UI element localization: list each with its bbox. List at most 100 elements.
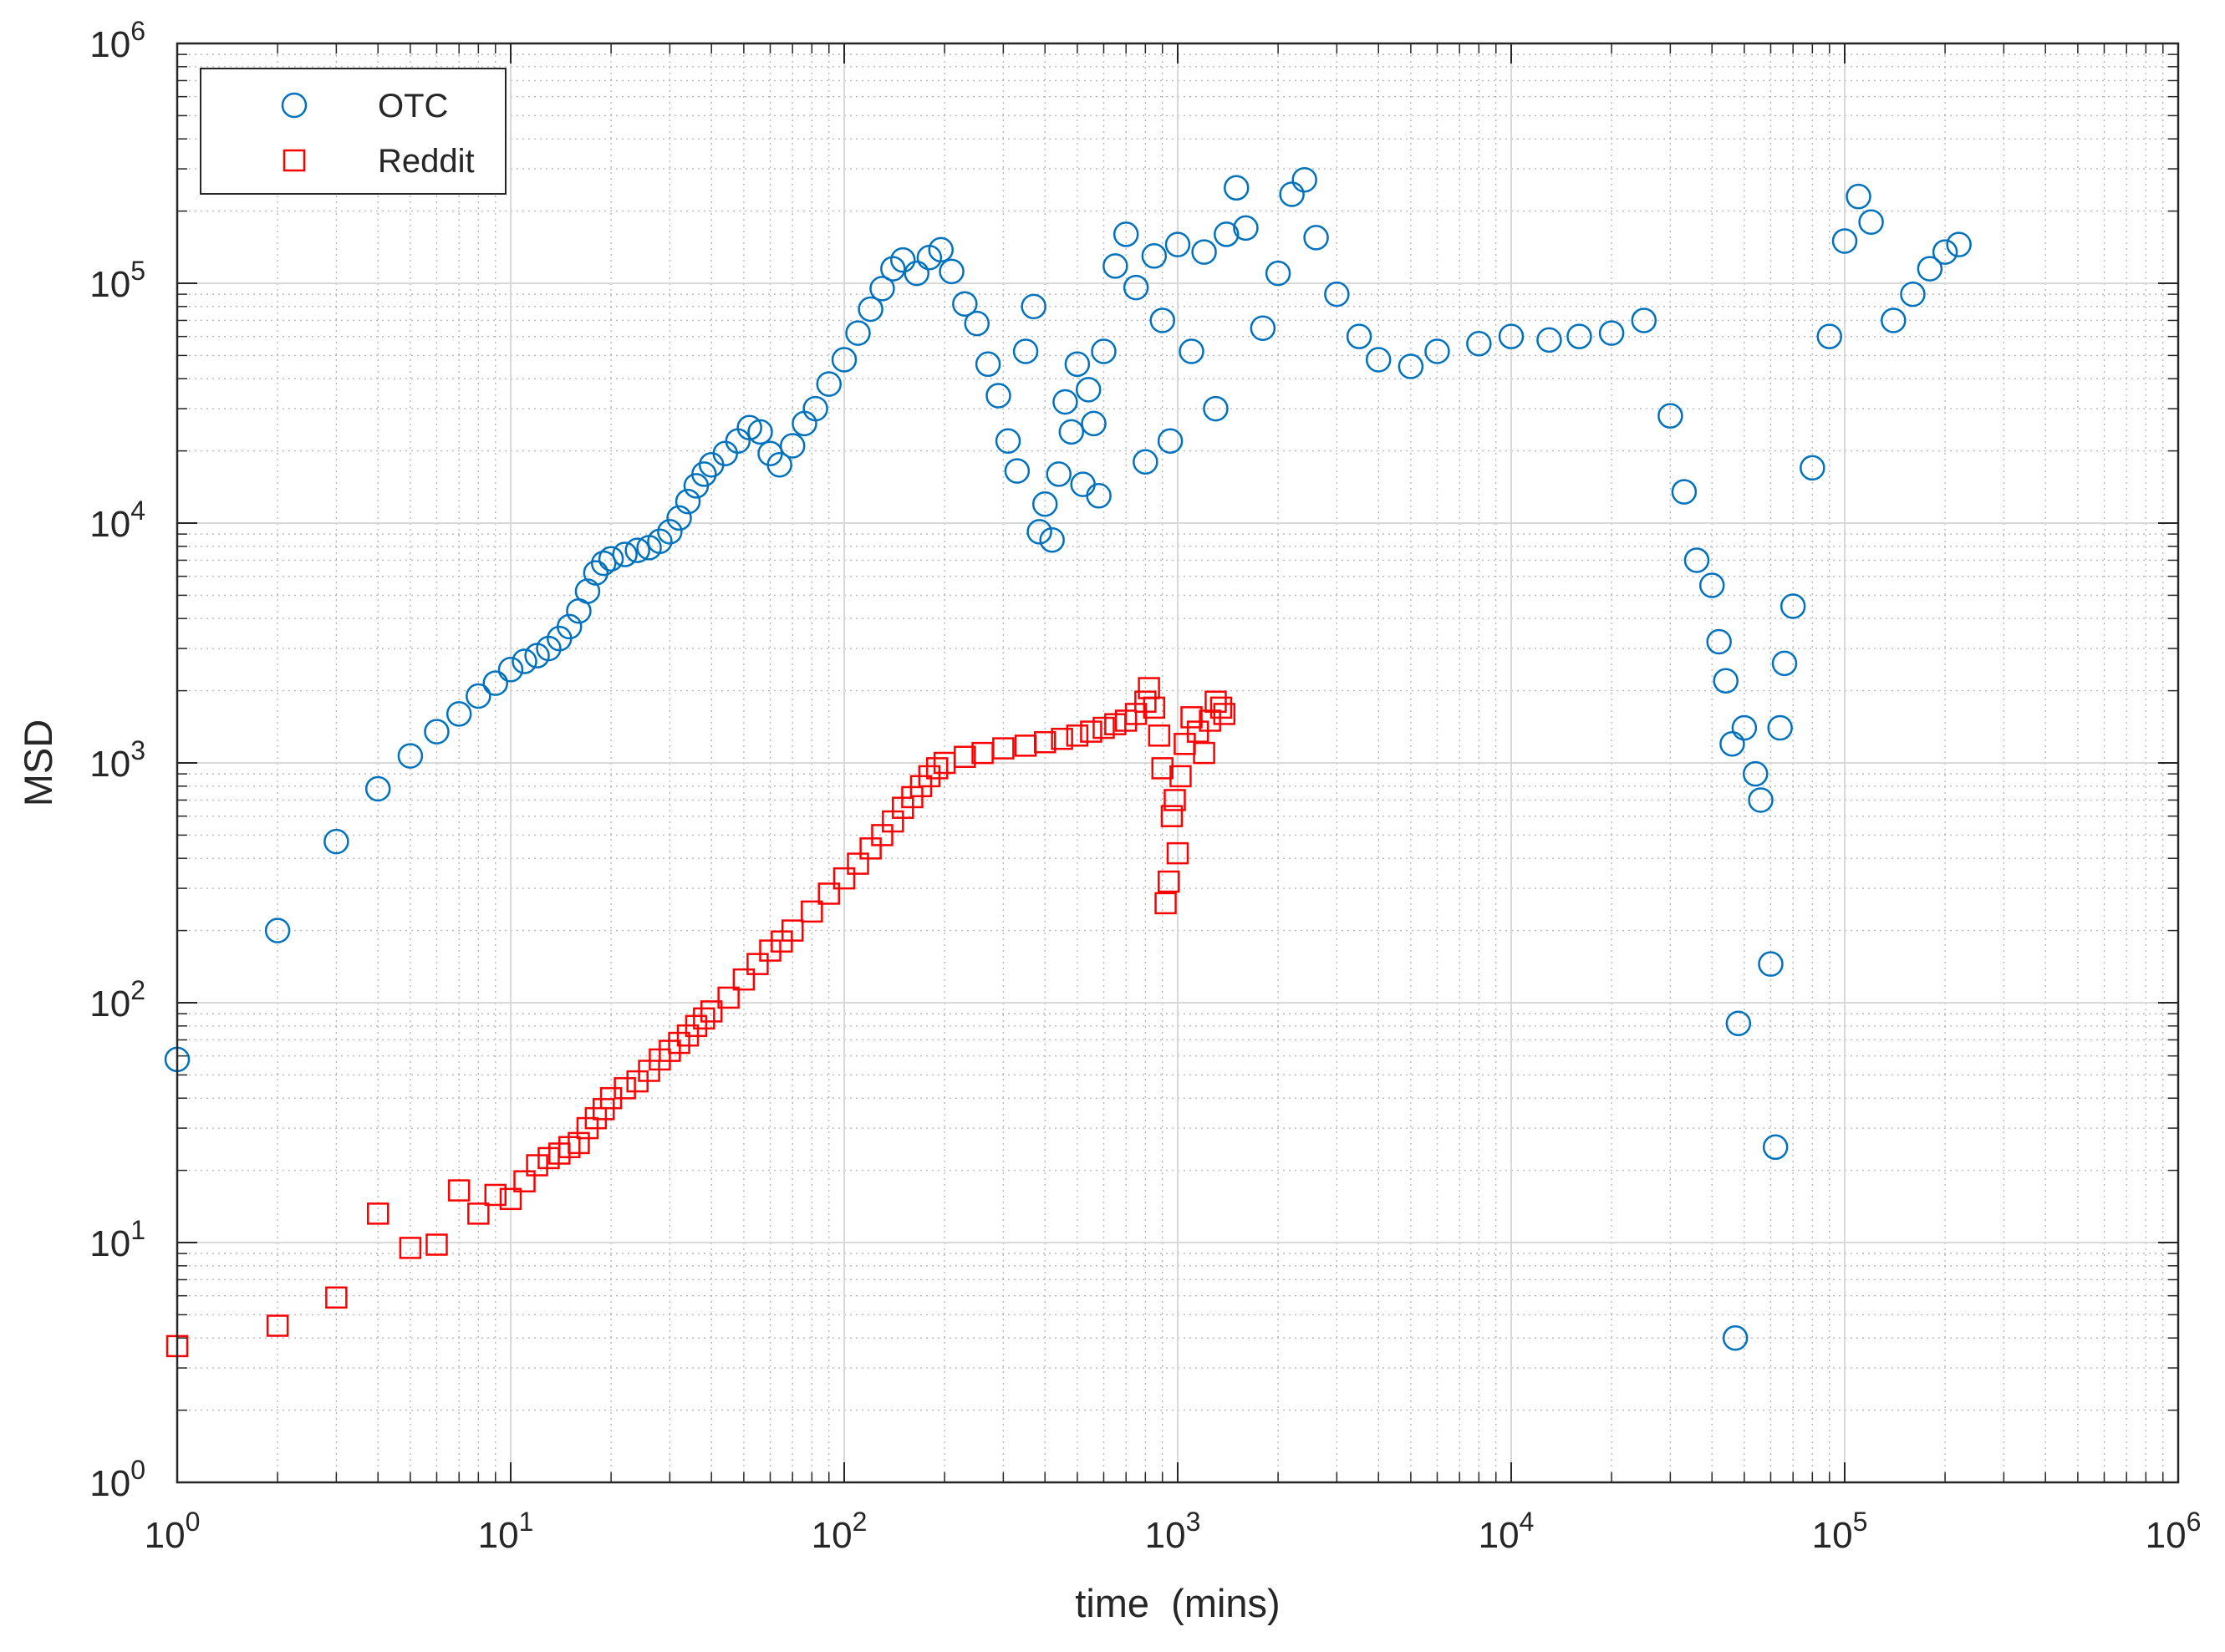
otc-point (1731, 714, 1758, 741)
otc-point (1758, 951, 1784, 977)
otc-point (1771, 650, 1798, 677)
reddit-point (1151, 757, 1174, 780)
otc-point (323, 828, 349, 855)
reddit-point (425, 1233, 448, 1256)
otc-point (1683, 547, 1710, 573)
otc-point (995, 428, 1021, 454)
otc-point (1091, 338, 1117, 364)
legend-marker-otc (281, 92, 308, 119)
otc-point (657, 519, 683, 545)
otc-point (1250, 315, 1276, 341)
reddit-point (801, 900, 823, 923)
reddit-point (1033, 730, 1056, 754)
otc-point (1164, 231, 1191, 257)
otc-point (598, 546, 624, 572)
otc-point (1052, 389, 1078, 415)
reddit-point (447, 1179, 471, 1202)
reddit-point (781, 919, 804, 942)
otc-point (1566, 323, 1592, 349)
otc-point (1466, 331, 1492, 357)
reddit-point (614, 1077, 636, 1100)
reddit-point (732, 968, 756, 991)
otc-point (1224, 175, 1250, 201)
otc-point (1917, 256, 1943, 282)
otc-point (747, 419, 773, 445)
x-tick-labels: 100 101 102 103 104 105 106 (145, 1507, 2202, 1556)
reddit-point (1163, 789, 1186, 811)
otc-point (869, 276, 895, 302)
reddit-point (1154, 892, 1177, 915)
otc-point (1233, 215, 1259, 241)
otc-point (1932, 239, 1958, 265)
otc-point (1671, 479, 1698, 505)
reddit-point (1180, 706, 1203, 729)
otc-point (1365, 347, 1392, 373)
otc-point (583, 560, 609, 586)
reddit-point (1199, 709, 1221, 732)
x-tick-label: 100 (145, 1507, 201, 1556)
reddit-point (366, 1202, 390, 1225)
otc-point (446, 701, 472, 727)
reddit-point (1169, 765, 1192, 788)
reddit-point (266, 1314, 289, 1337)
reddit-point (925, 757, 949, 780)
otc-point (1102, 253, 1128, 279)
x-tick-label: 105 (1812, 1507, 1868, 1556)
otc-point (1706, 628, 1732, 655)
otc-point (1004, 458, 1031, 484)
x-tick-label: 102 (812, 1507, 868, 1556)
otc-point (831, 347, 858, 373)
otc-point (766, 451, 792, 478)
reddit-point (1143, 696, 1166, 719)
otc-point (858, 296, 883, 323)
x-tick-label: 103 (1145, 1507, 1201, 1556)
y-axis-label: MSD (16, 719, 60, 806)
reddit-point (1193, 741, 1215, 765)
otc-point (1498, 323, 1525, 349)
x-tick-label: 106 (2146, 1507, 2202, 1556)
reddit-point (1204, 690, 1227, 713)
reddit-point (1158, 870, 1180, 893)
otc-point (816, 371, 842, 397)
otc-point (1064, 351, 1091, 378)
series-reddit (165, 677, 1236, 1358)
y-tick-labels: 100 101 102 103 104 105 106 (89, 16, 145, 1504)
otc-point (779, 433, 806, 459)
reddit-point (746, 953, 769, 975)
otc-point (1149, 308, 1175, 333)
reddit-point (685, 1014, 708, 1038)
reddit-point (918, 765, 941, 788)
reddit-point (499, 1187, 522, 1211)
otc-point (1086, 483, 1112, 509)
y-tick-label: 105 (89, 256, 145, 305)
otc-point (1767, 714, 1793, 741)
otc-point (1046, 461, 1072, 487)
otc-point (1214, 221, 1240, 247)
series-otc (164, 166, 1972, 1351)
otc-point (845, 320, 871, 346)
otc-point (1831, 228, 1858, 254)
otc-point (1279, 181, 1305, 207)
otc-point (1725, 1010, 1752, 1036)
otc-point (880, 256, 906, 282)
reddit-point (325, 1286, 348, 1309)
reddit-point (1209, 696, 1233, 719)
otc-point (1081, 410, 1107, 437)
reddit-point (1213, 703, 1236, 725)
otc-point (1900, 281, 1926, 308)
otc-point (1748, 787, 1774, 813)
reddit-point (832, 867, 856, 890)
otc-point (928, 236, 954, 263)
reddit-point (399, 1237, 422, 1259)
otc-point (264, 917, 291, 943)
legend-box (200, 68, 507, 195)
otc-point (1631, 308, 1657, 333)
y-tick-label: 103 (89, 735, 145, 785)
reddit-point (1148, 724, 1171, 747)
otc-point (939, 258, 965, 285)
legend-label-otc: OTC (378, 88, 448, 125)
otc-point (1398, 353, 1424, 379)
otc-point (512, 648, 537, 674)
reddit-point (992, 737, 1015, 760)
otc-point (802, 395, 828, 422)
